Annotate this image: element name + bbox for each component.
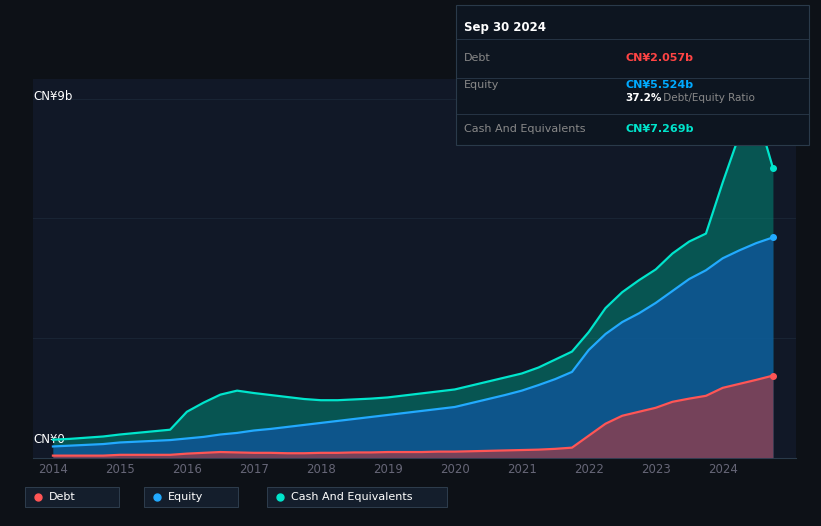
- Text: Cash And Equivalents: Cash And Equivalents: [291, 492, 413, 502]
- Text: CN¥7.269b: CN¥7.269b: [625, 124, 694, 134]
- Text: CN¥2.057b: CN¥2.057b: [625, 53, 693, 63]
- Text: Sep 30 2024: Sep 30 2024: [464, 21, 546, 34]
- Text: Debt: Debt: [49, 492, 76, 502]
- Text: Debt/Equity Ratio: Debt/Equity Ratio: [659, 93, 754, 103]
- Text: CN¥9b: CN¥9b: [34, 90, 73, 103]
- Text: Equity: Equity: [464, 80, 499, 90]
- Text: CN¥0: CN¥0: [34, 433, 66, 446]
- Text: Cash And Equivalents: Cash And Equivalents: [464, 124, 585, 134]
- Text: 37.2%: 37.2%: [625, 93, 662, 103]
- Text: CN¥5.524b: CN¥5.524b: [625, 80, 693, 90]
- Text: Equity: Equity: [168, 492, 204, 502]
- Text: Debt: Debt: [464, 53, 491, 63]
